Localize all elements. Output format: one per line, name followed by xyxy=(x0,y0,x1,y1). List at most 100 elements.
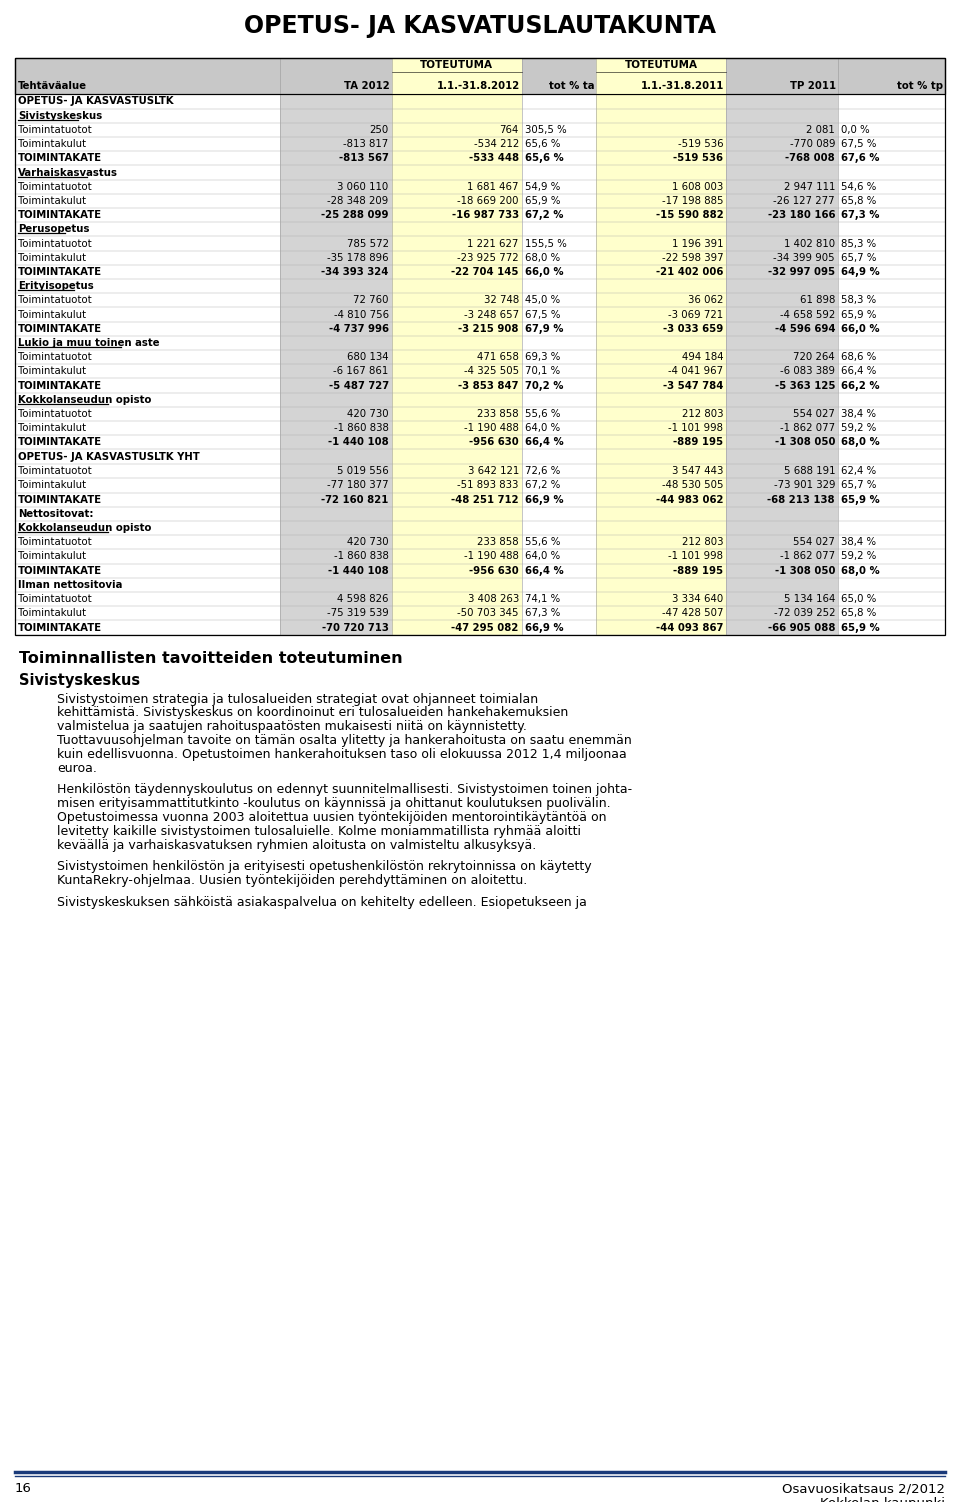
Text: 1 681 467: 1 681 467 xyxy=(468,182,518,192)
Text: -956 630: -956 630 xyxy=(469,566,518,575)
Text: TOIMINTAKATE: TOIMINTAKATE xyxy=(18,622,102,632)
Text: 62,4 %: 62,4 % xyxy=(841,466,876,476)
Text: Toimintakulut: Toimintakulut xyxy=(18,252,86,263)
Text: 2 947 111: 2 947 111 xyxy=(783,182,835,192)
Text: 66,9 %: 66,9 % xyxy=(525,494,564,505)
Text: Kokkolan kaupunki: Kokkolan kaupunki xyxy=(820,1497,945,1502)
Text: 66,0 %: 66,0 % xyxy=(525,267,564,276)
Text: TA 2012: TA 2012 xyxy=(344,81,390,92)
Text: Toimintakulut: Toimintakulut xyxy=(18,481,86,491)
Text: -1 860 838: -1 860 838 xyxy=(334,424,389,433)
Text: Kokkolanseudun opisto: Kokkolanseudun opisto xyxy=(18,523,152,533)
Text: Sivistyskeskus: Sivistyskeskus xyxy=(19,673,140,688)
Text: 74,1 %: 74,1 % xyxy=(525,595,560,604)
Text: 1 608 003: 1 608 003 xyxy=(672,182,724,192)
Text: Toimintatuotot: Toimintatuotot xyxy=(18,351,92,362)
Text: -26 127 277: -26 127 277 xyxy=(774,195,835,206)
Text: -6 167 861: -6 167 861 xyxy=(333,366,389,377)
Text: -72 160 821: -72 160 821 xyxy=(322,494,389,505)
Text: 68,6 %: 68,6 % xyxy=(841,351,876,362)
Text: 59,2 %: 59,2 % xyxy=(841,424,876,433)
Text: 66,9 %: 66,9 % xyxy=(525,622,564,632)
Text: -48 530 505: -48 530 505 xyxy=(662,481,724,491)
Text: 65,9 %: 65,9 % xyxy=(525,195,561,206)
Text: Toimintatuotot: Toimintatuotot xyxy=(18,239,92,249)
Text: Sivistystoimen henkilöstön ja erityisesti opetushenkilöstön rekrytoinnissa on kä: Sivistystoimen henkilöstön ja erityisest… xyxy=(57,861,591,873)
Text: -889 195: -889 195 xyxy=(673,437,724,448)
Text: 36 062: 36 062 xyxy=(688,296,724,305)
Text: -21 402 006: -21 402 006 xyxy=(656,267,724,276)
Text: -519 536: -519 536 xyxy=(678,140,724,149)
Text: Toimintakulut: Toimintakulut xyxy=(18,424,86,433)
Text: Toiminnallisten tavoitteiden toteutuminen: Toiminnallisten tavoitteiden toteutumine… xyxy=(19,650,402,665)
Text: 212 803: 212 803 xyxy=(682,538,724,547)
Text: 67,3 %: 67,3 % xyxy=(841,210,879,221)
Bar xyxy=(15,59,945,95)
Text: Toimintatuotot: Toimintatuotot xyxy=(18,595,92,604)
Text: Lukio ja muu toinen aste: Lukio ja muu toinen aste xyxy=(18,338,159,348)
Text: 3 642 121: 3 642 121 xyxy=(468,466,518,476)
Text: tot % tp: tot % tp xyxy=(897,81,943,92)
Text: -22 598 397: -22 598 397 xyxy=(661,252,724,263)
Text: 65,0 %: 65,0 % xyxy=(841,595,876,604)
Text: 58,3 %: 58,3 % xyxy=(841,296,876,305)
Text: 233 858: 233 858 xyxy=(477,538,518,547)
Text: -768 008: -768 008 xyxy=(785,153,835,164)
Text: 3 408 263: 3 408 263 xyxy=(468,595,518,604)
Text: 66,4 %: 66,4 % xyxy=(525,566,564,575)
Text: 72,6 %: 72,6 % xyxy=(525,466,560,476)
Text: 3 060 110: 3 060 110 xyxy=(337,182,389,192)
Text: TOIMINTAKATE: TOIMINTAKATE xyxy=(18,153,102,164)
Text: 64,9 %: 64,9 % xyxy=(841,267,879,276)
Text: 1 402 810: 1 402 810 xyxy=(784,239,835,249)
Text: Varhaiskasvastus: Varhaiskasvastus xyxy=(18,168,118,177)
Text: -3 215 908: -3 215 908 xyxy=(458,324,518,333)
Text: TP 2011: TP 2011 xyxy=(790,81,836,92)
Text: 471 658: 471 658 xyxy=(477,351,518,362)
Text: 785 572: 785 572 xyxy=(347,239,389,249)
Text: -4 041 967: -4 041 967 xyxy=(668,366,724,377)
Text: 65,7 %: 65,7 % xyxy=(841,252,876,263)
Text: TOIMINTAKATE: TOIMINTAKATE xyxy=(18,566,102,575)
Text: -5 363 125: -5 363 125 xyxy=(775,380,835,391)
Text: 32 748: 32 748 xyxy=(484,296,518,305)
Text: Toimintakulut: Toimintakulut xyxy=(18,551,86,562)
Text: -23 180 166: -23 180 166 xyxy=(768,210,835,221)
Text: TOIMINTAKATE: TOIMINTAKATE xyxy=(18,380,102,391)
Text: 65,7 %: 65,7 % xyxy=(841,481,876,491)
Text: -51 893 833: -51 893 833 xyxy=(458,481,518,491)
Bar xyxy=(15,59,945,635)
Text: KuntaRekry-ohjelmaa. Uusien työntekijöiden perehdyttäminen on aloitettu.: KuntaRekry-ohjelmaa. Uusien työntekijöid… xyxy=(57,874,527,888)
Text: 68,0 %: 68,0 % xyxy=(525,252,560,263)
Text: 554 027: 554 027 xyxy=(793,409,835,419)
Text: OPETUS- JA KASVASTUSLTK: OPETUS- JA KASVASTUSLTK xyxy=(18,96,174,107)
Text: 55,6 %: 55,6 % xyxy=(525,409,561,419)
Text: Ilman nettositovia: Ilman nettositovia xyxy=(18,580,122,590)
Text: 65,6 %: 65,6 % xyxy=(525,140,561,149)
Text: -22 704 145: -22 704 145 xyxy=(451,267,518,276)
Text: 38,4 %: 38,4 % xyxy=(841,538,876,547)
Text: Osavuosikatsaus 2/2012: Osavuosikatsaus 2/2012 xyxy=(782,1482,945,1494)
Text: Tuottavuusohjelman tavoite on tämän osalta ylitetty ja hankerahoitusta on saatu : Tuottavuusohjelman tavoite on tämän osal… xyxy=(57,734,632,746)
Text: -533 448: -533 448 xyxy=(468,153,518,164)
Text: 72 760: 72 760 xyxy=(353,296,389,305)
Text: 65,6 %: 65,6 % xyxy=(525,153,564,164)
Text: -48 251 712: -48 251 712 xyxy=(451,494,518,505)
Text: -34 393 324: -34 393 324 xyxy=(322,267,389,276)
Text: 65,8 %: 65,8 % xyxy=(841,195,876,206)
Text: -25 288 099: -25 288 099 xyxy=(322,210,389,221)
Bar xyxy=(596,59,727,95)
Text: 54,9 %: 54,9 % xyxy=(525,182,560,192)
Text: 494 184: 494 184 xyxy=(682,351,724,362)
Text: OPETUS- JA KASVATUSLAUTAKUNTA: OPETUS- JA KASVATUSLAUTAKUNTA xyxy=(244,14,716,38)
Text: TOIMINTAKATE: TOIMINTAKATE xyxy=(18,324,102,333)
Text: -32 997 095: -32 997 095 xyxy=(768,267,835,276)
Text: kuin edellisvuonna. Opetustoimen hankerahoituksen taso oli elokuussa 2012 1,4 mi: kuin edellisvuonna. Opetustoimen hankera… xyxy=(57,748,627,762)
Text: -1 190 488: -1 190 488 xyxy=(464,551,518,562)
Text: 1.1.-31.8.2012: 1.1.-31.8.2012 xyxy=(437,81,520,92)
Text: kehittämistä. Sivistyskeskus on koordinoinut eri tulosalueiden hankehakemuksien: kehittämistä. Sivistyskeskus on koordino… xyxy=(57,706,568,719)
Text: Toimintatuotot: Toimintatuotot xyxy=(18,182,92,192)
Text: Opetustoimessa vuonna 2003 aloitettua uusien työntekijöiden mentorointikäytäntöä: Opetustoimessa vuonna 2003 aloitettua uu… xyxy=(57,811,607,825)
Text: -3 853 847: -3 853 847 xyxy=(458,380,518,391)
Text: Sivistyskeskuksen sähköistä asiakaspalvelua on kehitelty edelleen. Esiopetukseen: Sivistyskeskuksen sähköistä asiakaspalve… xyxy=(57,897,587,909)
